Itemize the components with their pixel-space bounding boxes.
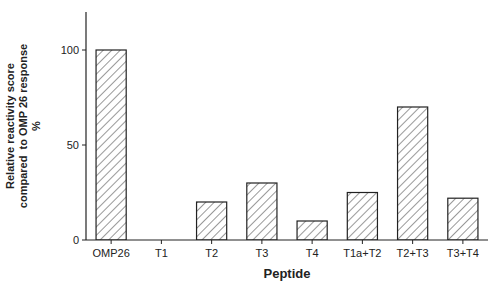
x-tick xyxy=(211,240,212,244)
bar xyxy=(247,183,277,240)
y-axis-line xyxy=(85,12,86,240)
y-tick xyxy=(82,50,86,51)
y-tick-label: 100 xyxy=(61,44,79,56)
bar xyxy=(347,193,377,241)
x-tick-label: T1a+T2 xyxy=(343,247,381,259)
x-tick xyxy=(412,240,413,244)
x-tick-label: T1 xyxy=(155,247,168,259)
x-tick-label: T2 xyxy=(205,247,218,259)
x-tick xyxy=(261,240,262,244)
bars xyxy=(96,50,478,240)
y-axis-label: Relative reactivity scorecompared to OMP… xyxy=(4,44,42,208)
y-tick xyxy=(82,145,86,146)
bar xyxy=(398,107,428,240)
x-axis-line xyxy=(86,239,488,240)
bar xyxy=(96,50,126,240)
bar xyxy=(197,202,227,240)
x-tick xyxy=(362,240,363,244)
x-tick-label: T2+T3 xyxy=(397,247,429,259)
x-tick-label: OMP26 xyxy=(92,247,129,259)
x-tick-label: T3+T4 xyxy=(447,247,479,259)
x-tick xyxy=(111,240,112,244)
y-tick xyxy=(82,240,86,241)
x-tick-label: T4 xyxy=(306,247,319,259)
x-tick-label: T3 xyxy=(255,247,268,259)
bar xyxy=(448,198,478,240)
bar xyxy=(297,221,327,240)
x-tick xyxy=(161,240,162,244)
x-axis-label: Peptide xyxy=(264,266,311,281)
x-tick xyxy=(312,240,313,244)
y-tick-label: 0 xyxy=(73,234,79,246)
x-tick xyxy=(462,240,463,244)
chart: 0 50 100 OMP26 T1 T2 T3 T4 T1a+T2 T2+T3 T3+T4 Pepti… xyxy=(0,0,500,286)
y-tick-label: 50 xyxy=(67,139,79,151)
